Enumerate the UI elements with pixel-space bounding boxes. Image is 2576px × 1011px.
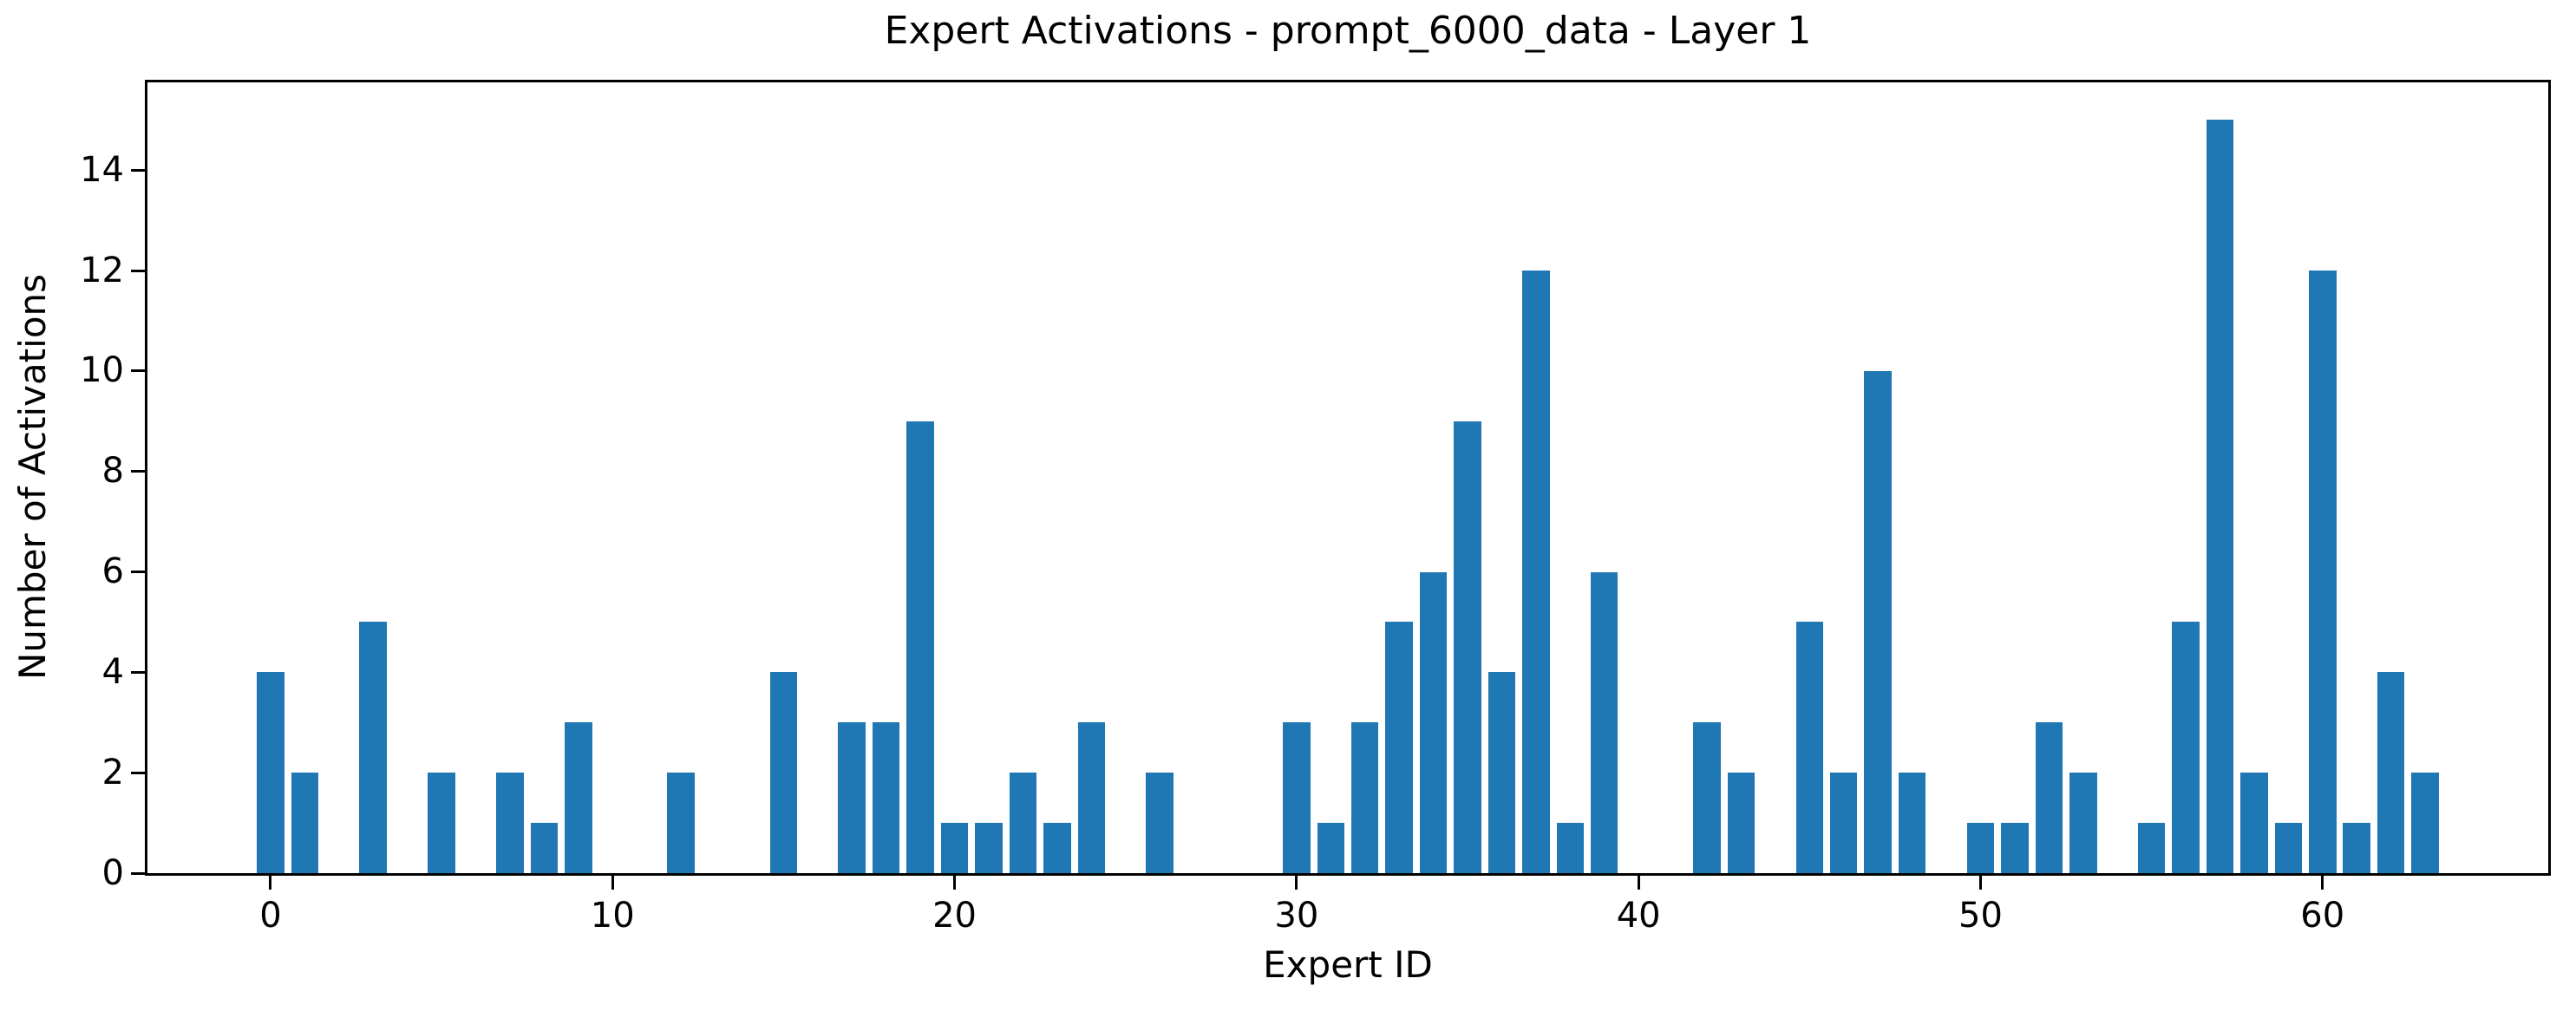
- bar-expert-56: [2172, 622, 2200, 873]
- bar-expert-33: [1385, 622, 1413, 873]
- y-tick-label-12: 12: [80, 250, 124, 290]
- x-tick-label-60: 60: [2300, 896, 2345, 936]
- x-tick-label-50: 50: [1958, 896, 2003, 936]
- x-tick-mark-20: [953, 876, 957, 890]
- y-tick-label-2: 2: [101, 752, 124, 792]
- plot-area: [145, 80, 2551, 876]
- bar-expert-50: [1966, 823, 1995, 873]
- bar-expert-0: [257, 672, 284, 873]
- y-tick-label-14: 14: [80, 149, 124, 190]
- y-tick-label-6: 6: [101, 551, 124, 592]
- bar-expert-62: [2377, 672, 2405, 873]
- bar-expert-36: [1487, 672, 1516, 873]
- bar-expert-9: [565, 722, 592, 873]
- y-tick-mark-0: [131, 871, 145, 875]
- y-tick-label-4: 4: [101, 651, 124, 692]
- bar-expert-18: [872, 722, 900, 873]
- bar-expert-60: [2308, 271, 2337, 873]
- chart-title: Expert Activations - prompt_6000_data - …: [884, 9, 1812, 53]
- y-tick-mark-8: [131, 470, 145, 473]
- bar-expert-57: [2206, 120, 2234, 873]
- bar-expert-51: [2001, 823, 2029, 873]
- bar-expert-23: [1043, 823, 1071, 873]
- bar-expert-22: [1009, 773, 1037, 873]
- y-tick-label-10: 10: [80, 350, 124, 391]
- bar-expert-58: [2240, 773, 2268, 873]
- y-tick-mark-6: [131, 571, 145, 574]
- y-tick-label-8: 8: [101, 451, 124, 492]
- bar-expert-17: [838, 722, 866, 873]
- bar-expert-26: [1146, 773, 1174, 873]
- x-tick-mark-0: [269, 876, 272, 890]
- x-tick-label-10: 10: [590, 896, 635, 936]
- bar-expert-39: [1590, 571, 1618, 873]
- bar-expert-19: [906, 421, 934, 873]
- x-tick-mark-50: [1978, 876, 1982, 890]
- x-tick-mark-10: [611, 876, 614, 890]
- bar-expert-12: [667, 773, 695, 873]
- x-tick-label-20: 20: [932, 896, 977, 936]
- x-tick-label-0: 0: [259, 896, 282, 936]
- bar-expert-8: [530, 823, 559, 873]
- bar-expert-45: [1795, 622, 1824, 873]
- bar-expert-53: [2069, 773, 2097, 873]
- bar-expert-42: [1693, 722, 1721, 873]
- y-tick-mark-4: [131, 670, 145, 674]
- bar-expert-48: [1898, 773, 1926, 873]
- bar-expert-52: [2035, 722, 2063, 873]
- bar-expert-34: [1419, 571, 1448, 873]
- bar-expert-21: [975, 823, 1003, 873]
- bar-expert-1: [291, 773, 319, 873]
- x-tick-label-30: 30: [1274, 896, 1319, 936]
- bar-expert-37: [1522, 271, 1550, 873]
- y-tick-mark-14: [131, 168, 145, 172]
- bar-expert-59: [2274, 823, 2303, 873]
- bar-expert-30: [1283, 722, 1311, 873]
- bar-expert-20: [940, 823, 969, 873]
- bar-expert-46: [1829, 773, 1858, 873]
- bar-expert-3: [359, 622, 387, 873]
- y-tick-label-0: 0: [101, 852, 124, 893]
- bar-expert-43: [1727, 773, 1755, 873]
- x-tick-label-40: 40: [1616, 896, 1661, 936]
- x-tick-mark-60: [2321, 876, 2324, 890]
- bar-expert-31: [1317, 823, 1345, 873]
- y-tick-mark-2: [131, 771, 145, 774]
- x-tick-mark-40: [1637, 876, 1640, 890]
- bar-expert-35: [1454, 421, 1481, 873]
- bar-expert-24: [1077, 722, 1106, 873]
- bar-expert-63: [2411, 773, 2439, 873]
- bar-expert-32: [1350, 722, 1379, 873]
- bar-expert-55: [2137, 823, 2166, 873]
- x-tick-mark-30: [1295, 876, 1298, 890]
- bar-expert-47: [1864, 370, 1892, 873]
- bar-expert-38: [1556, 823, 1585, 873]
- bar-expert-61: [2343, 823, 2370, 873]
- bar-expert-15: [769, 672, 798, 873]
- x-axis-label: Expert ID: [1263, 943, 1433, 986]
- y-tick-mark-12: [131, 269, 145, 272]
- bar-expert-5: [428, 773, 455, 873]
- bar-expert-7: [496, 773, 524, 873]
- y-tick-mark-10: [131, 369, 145, 373]
